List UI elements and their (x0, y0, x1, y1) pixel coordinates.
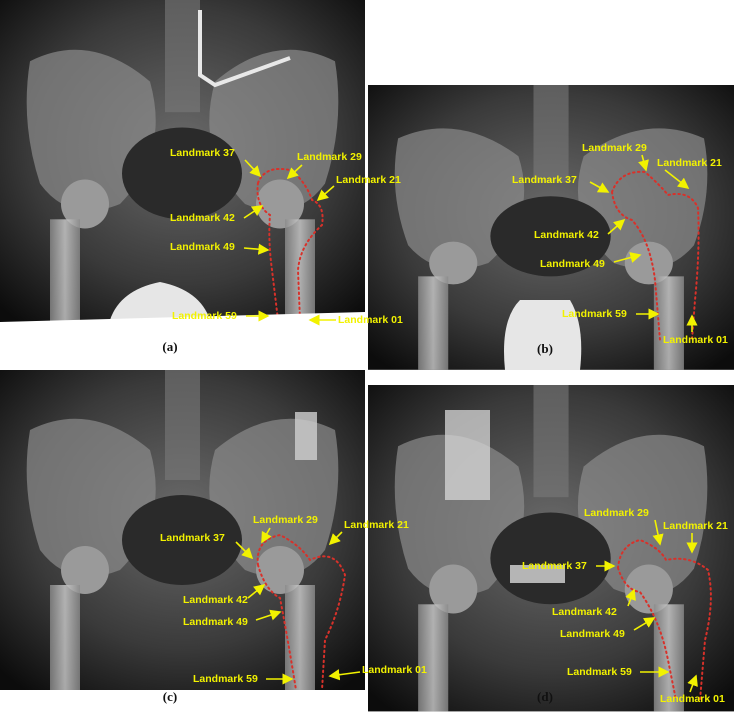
landmark-arrow (255, 609, 282, 621)
landmark-arrow (625, 588, 636, 607)
landmark-label: Landmark 21 (657, 157, 722, 169)
panel-caption: (a) (162, 339, 177, 354)
landmark-label: Landmark 42 (552, 606, 617, 618)
panel-c (0, 370, 365, 691)
landmark-arrow (687, 674, 698, 693)
landmark-arrow (261, 527, 272, 544)
landmark-label: Landmark 29 (584, 507, 649, 519)
landmark-label: Landmark 01 (660, 693, 725, 705)
landmark-arrow (607, 218, 626, 235)
landmark-label: Landmark 37 (170, 147, 235, 159)
landmark-label: Landmark 01 (338, 314, 403, 326)
landmark-arrow (589, 181, 610, 193)
panel-d (368, 385, 734, 712)
panel-caption: (c) (163, 689, 177, 704)
landmark-label: Landmark 37 (160, 532, 225, 544)
panel-caption: (b) (537, 341, 553, 356)
landmark-label: Landmark 01 (663, 334, 728, 346)
landmark-arrow (286, 164, 303, 180)
landmark-label: Landmark 21 (344, 519, 409, 531)
landmark-label: Landmark 49 (540, 258, 605, 270)
landmark-arrow (613, 252, 642, 263)
landmark-label: Landmark 59 (172, 310, 237, 322)
landmark-arrow (243, 205, 264, 219)
landmark-arrow (243, 243, 270, 255)
landmark-label: Landmark 37 (512, 174, 577, 186)
landmark-arrow (638, 154, 649, 172)
panel-caption: (d) (537, 689, 553, 704)
landmark-label: Landmark 21 (663, 520, 728, 532)
landmark-label: Landmark 59 (193, 673, 258, 685)
landmark-arrow (328, 531, 343, 546)
landmark-label: Landmark 29 (253, 514, 318, 526)
landmark-label: Landmark 37 (522, 560, 587, 572)
landmark-arrow (247, 583, 266, 599)
landmark-label: Landmark 29 (297, 151, 362, 163)
landmark-arrow (664, 169, 690, 189)
panel-a (0, 0, 365, 330)
landmark-label: Landmark 42 (183, 594, 248, 606)
landmark-label: Landmark 49 (170, 241, 235, 253)
landmark-label: Landmark 59 (567, 666, 632, 678)
landmark-arrow (316, 185, 335, 202)
landmark-label: Landmark 01 (362, 664, 427, 676)
panel-b (368, 85, 734, 370)
landmark-label: Landmark 42 (170, 212, 235, 224)
landmark-label: Landmark 49 (560, 628, 625, 640)
landmark-label: Landmark 49 (183, 616, 248, 628)
landmark-arrow (244, 159, 262, 178)
landmark-label: Landmark 29 (582, 142, 647, 154)
landmark-arrow (652, 519, 664, 546)
landmark-label: Landmark 21 (336, 174, 401, 186)
landmark-arrow (235, 541, 254, 560)
landmark-arrow (633, 617, 656, 631)
landmark-label: Landmark 42 (534, 229, 599, 241)
landmark-label: Landmark 59 (562, 308, 627, 320)
landmark-arrow (328, 669, 361, 681)
